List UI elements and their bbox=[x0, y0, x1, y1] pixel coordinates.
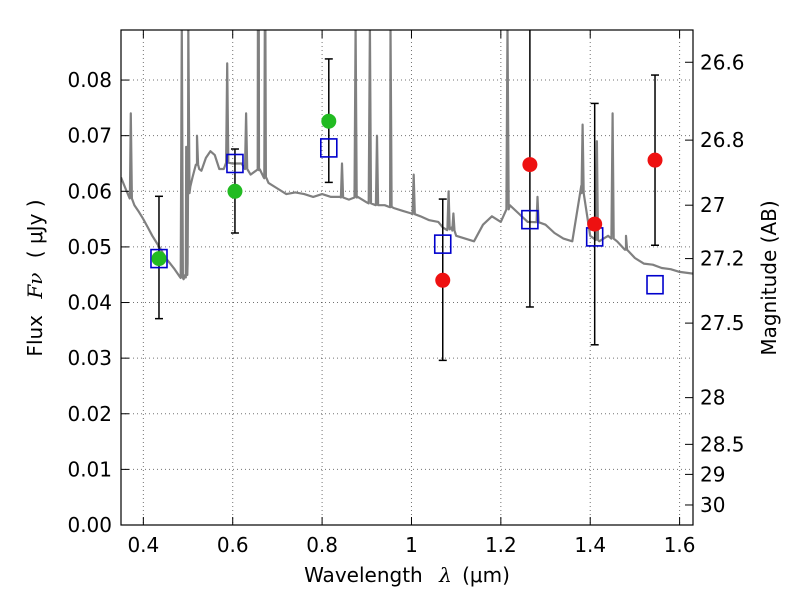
model-sed-curve bbox=[121, 30, 693, 281]
nir-point bbox=[647, 152, 663, 168]
nir-point bbox=[435, 272, 451, 288]
y-tick-label: 0.04 bbox=[67, 291, 112, 315]
model-band-square bbox=[433, 234, 452, 254]
mag-tick-label: 30 bbox=[700, 493, 725, 517]
x-tick-label: 1.6 bbox=[664, 533, 696, 557]
optical-point bbox=[227, 183, 243, 199]
x-axis-label-unit: (μm) bbox=[462, 563, 510, 587]
y-axis-left: 0.00 0.01 0.02 0.03 0.04 0.05 0.06 0.07 0.08 bbox=[67, 68, 129, 537]
mag-tick-label: 27.2 bbox=[700, 247, 745, 271]
y-tick-label: 0.07 bbox=[67, 124, 112, 148]
x-axis-label-symbol: λ bbox=[438, 563, 452, 587]
mag-tick-label: 27.5 bbox=[700, 311, 745, 335]
mag-tick-label: 28 bbox=[700, 386, 725, 410]
y-tick-label: 0.06 bbox=[67, 179, 112, 203]
optical-point bbox=[321, 113, 337, 129]
y-tick-label: 0.00 bbox=[67, 513, 112, 537]
y-tick-label: 0.01 bbox=[67, 457, 112, 481]
y-tick-label: 0.03 bbox=[67, 346, 112, 370]
x-axis-title: Wavelength λ (μm) bbox=[304, 563, 510, 587]
model-band-square bbox=[319, 138, 338, 158]
x-tick-label: 1 bbox=[405, 533, 418, 557]
x-tick-label: 0.6 bbox=[217, 533, 249, 557]
grid-lines bbox=[121, 30, 693, 525]
y-tick-label: 0.08 bbox=[67, 68, 112, 92]
x-axis-label-text: Wavelength bbox=[304, 563, 423, 587]
nir-point bbox=[522, 157, 538, 173]
x-axis: 0.4 0.6 0.8 1 1.2 1.4 1.6 bbox=[127, 30, 696, 557]
mag-tick-label: 29 bbox=[700, 462, 725, 486]
x-tick-label: 0.4 bbox=[127, 533, 159, 557]
y-tick-label: 0.05 bbox=[67, 235, 112, 259]
x-tick-label: 0.8 bbox=[306, 533, 338, 557]
mag-tick-label: 27 bbox=[700, 193, 725, 217]
y-axis-label-unit: ( μJy ) bbox=[23, 199, 47, 258]
y-tick-label: 0.02 bbox=[67, 402, 112, 426]
y2-axis-title: Magnitude (AB) bbox=[757, 200, 781, 355]
model-band-square bbox=[521, 209, 539, 230]
mag-tick-label: 26.8 bbox=[700, 128, 745, 152]
mag-tick-label: 26.6 bbox=[700, 50, 745, 74]
plot-frame bbox=[120, 29, 694, 526]
y-axis-right-magnitude: 26.6 26.8 27 27.2 27.5 28 28.5 29 30 bbox=[685, 50, 745, 517]
y-axis-label-text: Flux bbox=[23, 315, 47, 357]
y-axis-label-symbol: Fν bbox=[23, 273, 47, 300]
model-band-square bbox=[150, 248, 168, 269]
model-sed-layer bbox=[121, 30, 693, 281]
y-axis-title: Flux Fν ( μJy ) bbox=[23, 199, 47, 356]
x-tick-label: 1.2 bbox=[485, 533, 517, 557]
optical-point bbox=[151, 251, 167, 267]
marker-layer bbox=[150, 30, 664, 362]
x-tick-label: 1.4 bbox=[574, 533, 606, 557]
model-band-square bbox=[646, 274, 664, 295]
model-band-square bbox=[226, 153, 244, 174]
nir-point bbox=[587, 216, 603, 232]
mag-tick-label: 28.5 bbox=[700, 432, 745, 456]
